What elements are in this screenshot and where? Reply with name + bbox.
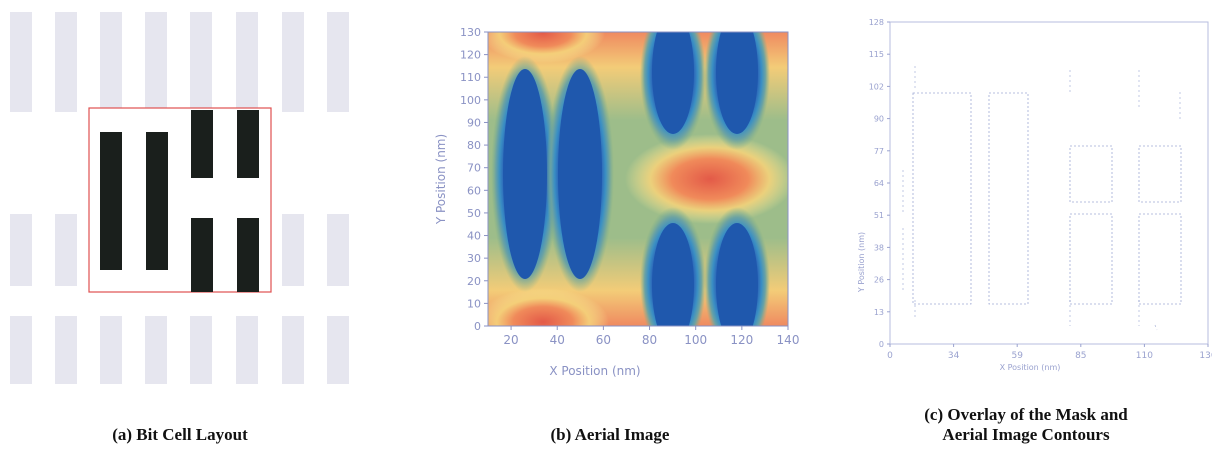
background-cell-bar [236,12,258,112]
mask-contour [912,92,972,305]
overlay-x-axis-label: X Position (nm) [1000,363,1061,372]
overlay-y-tick-label: 26 [874,276,884,285]
background-cell-bar [282,12,304,112]
aerial-x-tick-label: 140 [777,333,800,347]
mask-contour [1069,145,1113,203]
overlay-y-tick-label: 0 [879,340,884,349]
overlay-x-tick-label: 110 [1136,351,1153,361]
caption-a: (a) Bit Cell Layout [112,425,248,444]
background-cell-bar [10,214,32,286]
overlay-chart: 0 34 59 85 110 136 0 13 26 38 51 64 77 90 102 115 128 X … [857,18,1212,372]
aerial-axes: 20 40 60 80 100 120 140 0 10 20 30 40 50 60 70 80 90 100 1… [460,26,799,347]
aerial-y-tick-label: 0 [474,320,481,333]
background-cell-bar [55,214,77,286]
background-cell-bar [282,316,304,384]
background-cell-bar [10,316,32,384]
aerial-x-axis-label: X Position (nm) [549,364,640,378]
background-cell-bar [327,12,349,112]
aerial-y-tick-label: 20 [467,275,481,288]
overlay-y-tick-label: 13 [874,308,884,317]
background-cell-bar [190,12,212,112]
overlay-plot-frame [889,21,1209,345]
overlay-y-tick-label: 102 [869,82,884,91]
aerial-y-tick-label: 40 [467,230,481,243]
background-cell-bar [190,316,212,384]
background-cell-bar [327,316,349,384]
overlay-axes: 0 34 59 85 110 136 0 13 26 38 51 64 77 90 102 115 128 [869,18,1212,361]
bit-cell-feature [237,110,259,178]
overlay-y-tick-label: 115 [869,50,884,59]
mask-contour [1138,145,1182,203]
aerial-plot-frame [487,31,789,327]
overlay-y-tick-label: 128 [869,18,884,27]
aerial-y-tick-label: 110 [460,71,481,84]
background-cell-bar [236,316,258,384]
overlay-y-tick-label: 90 [874,115,884,124]
background-cell-bar [100,12,122,112]
mask-contour [1069,213,1113,305]
aerial-y-tick-label: 70 [467,162,481,175]
overlay-contours [902,66,1182,331]
bit-cell-feature [237,218,259,292]
aerial-image-chart: 20 40 60 80 100 120 140 0 10 20 30 40 50 60 70 80 90 100 1… [434,26,799,378]
background-cell-bar [327,214,349,286]
overlay-x-tick-label: 59 [1011,351,1023,361]
aerial-y-tick-label: 50 [467,207,481,220]
background-cell-bar [145,316,167,384]
aerial-x-tick-label: 120 [730,333,753,347]
bit-cell-feature [191,110,213,178]
background-cell-bar [55,12,77,112]
aerial-y-axis-label: Y Position (nm) [434,134,448,225]
aerial-y-tick-label: 80 [467,139,481,152]
aerial-y-tick-label: 90 [467,116,481,129]
overlay-y-tick-label: 38 [874,243,884,252]
background-cell-bar [282,214,304,286]
aerial-x-tick-label: 60 [596,333,611,347]
background-cell-bar [100,316,122,384]
background-cell-bar [55,316,77,384]
bit-cell-features [100,110,259,292]
mask-contour [988,92,1029,305]
overlay-x-tick-label: 85 [1075,351,1086,361]
aerial-y-tick-label: 30 [467,252,481,265]
bit-cell-feature [146,132,168,270]
aerial-x-tick-label: 40 [550,333,565,347]
overlay-x-tick-label: 34 [948,351,960,361]
bit-cell-feature [191,218,213,292]
bit-cell-layout-panel: (a) Bit Cell Layout [0,0,360,449]
overlay-y-axis-label: Y Position (nm) [857,232,866,293]
aerial-y-tick-label: 120 [460,49,481,62]
overlay-y-tick-label: 64 [874,179,884,188]
overlay-y-tick-label: 77 [874,147,884,156]
aerial-y-tick-label: 130 [460,26,481,39]
aerial-heatmap [488,32,788,326]
bit-cell-feature [100,132,122,270]
caption-b: (b) Aerial Image [550,425,670,444]
bit-cell-layout-figure [10,12,349,384]
overlay-y-tick-label: 51 [874,211,884,220]
overlay-x-tick-label: 0 [887,351,893,361]
aerial-x-tick-label: 20 [503,333,518,347]
caption-c-line1: (c) Overlay of the Mask and [924,405,1128,424]
aerial-y-tick-label: 10 [467,297,481,310]
aerial-y-tick-label: 60 [467,184,481,197]
caption-c: (c) Overlay of the Mask and Aerial Image… [840,405,1212,445]
aerial-x-tick-label: 80 [642,333,657,347]
mask-contour [1138,213,1182,305]
aerial-image-panel: 20 40 60 80 100 120 140 0 10 20 30 40 50 60 70 80 90 100 1… [405,0,815,449]
background-cell-bar [10,12,32,112]
aerial-y-tick-label: 100 [460,94,481,107]
overlay-x-tick-label: 136 [1199,351,1212,361]
overlay-panel: 0 34 59 85 110 136 0 13 26 38 51 64 77 90 102 115 128 X … [840,0,1212,449]
aerial-x-tick-label: 100 [684,333,707,347]
background-cell-bar [145,12,167,112]
aerial-contour-segment [1154,324,1158,331]
caption-c-line2: Aerial Image Contours [942,425,1110,444]
